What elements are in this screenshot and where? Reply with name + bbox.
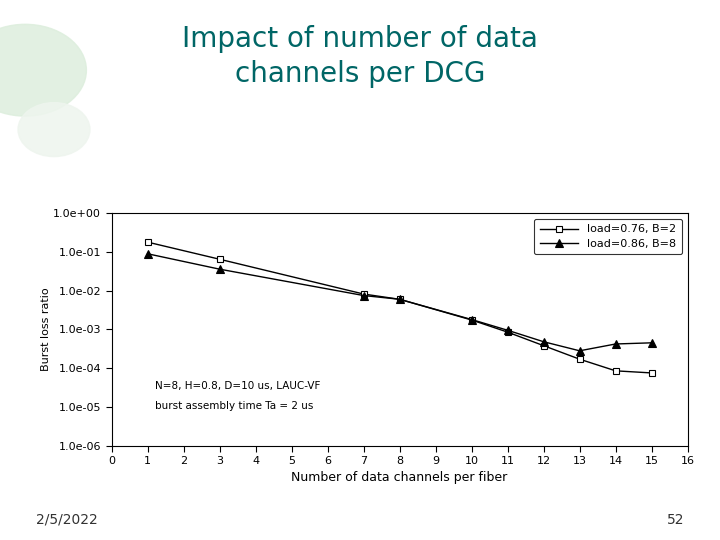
load=0.76, B=2 bbox=[539, 342, 548, 349]
load=0.86, B=8 bbox=[359, 292, 368, 299]
Text: 2/5/2022: 2/5/2022 bbox=[36, 512, 98, 526]
load=0.86, B=8 bbox=[611, 341, 620, 347]
load=0.86, B=8 bbox=[143, 251, 152, 257]
Legend: load=0.76, B=2, load=0.86, B=8: load=0.76, B=2, load=0.86, B=8 bbox=[534, 219, 682, 254]
load=0.76, B=2 bbox=[467, 317, 476, 323]
load=0.86, B=8 bbox=[467, 316, 476, 323]
load=0.86, B=8 bbox=[575, 348, 584, 354]
load=0.76, B=2 bbox=[395, 296, 404, 302]
load=0.76, B=2 bbox=[215, 256, 224, 262]
load=0.86, B=8 bbox=[395, 296, 404, 302]
load=0.76, B=2 bbox=[503, 329, 512, 335]
Text: Impact of number of data
channels per DCG: Impact of number of data channels per DC… bbox=[182, 25, 538, 88]
Circle shape bbox=[0, 24, 86, 116]
load=0.76, B=2 bbox=[647, 370, 656, 376]
Text: burst assembly time Ta = 2 us: burst assembly time Ta = 2 us bbox=[155, 401, 313, 411]
Line: load=0.86, B=8: load=0.86, B=8 bbox=[143, 249, 656, 355]
Circle shape bbox=[18, 103, 90, 157]
Text: 52: 52 bbox=[667, 512, 684, 526]
load=0.76, B=2 bbox=[359, 291, 368, 298]
load=0.86, B=8 bbox=[215, 266, 224, 272]
load=0.76, B=2 bbox=[611, 368, 620, 374]
load=0.76, B=2 bbox=[143, 239, 152, 245]
Y-axis label: Burst loss ratio: Burst loss ratio bbox=[40, 288, 50, 371]
load=0.86, B=8 bbox=[647, 340, 656, 346]
load=0.86, B=8 bbox=[539, 339, 548, 345]
Text: N=8, H=0.8, D=10 us, LAUC-VF: N=8, H=0.8, D=10 us, LAUC-VF bbox=[155, 381, 320, 391]
Line: load=0.76, B=2: load=0.76, B=2 bbox=[144, 239, 655, 376]
X-axis label: Number of data channels per fiber: Number of data channels per fiber bbox=[292, 471, 508, 484]
load=0.86, B=8 bbox=[503, 327, 512, 334]
load=0.76, B=2 bbox=[575, 356, 584, 362]
